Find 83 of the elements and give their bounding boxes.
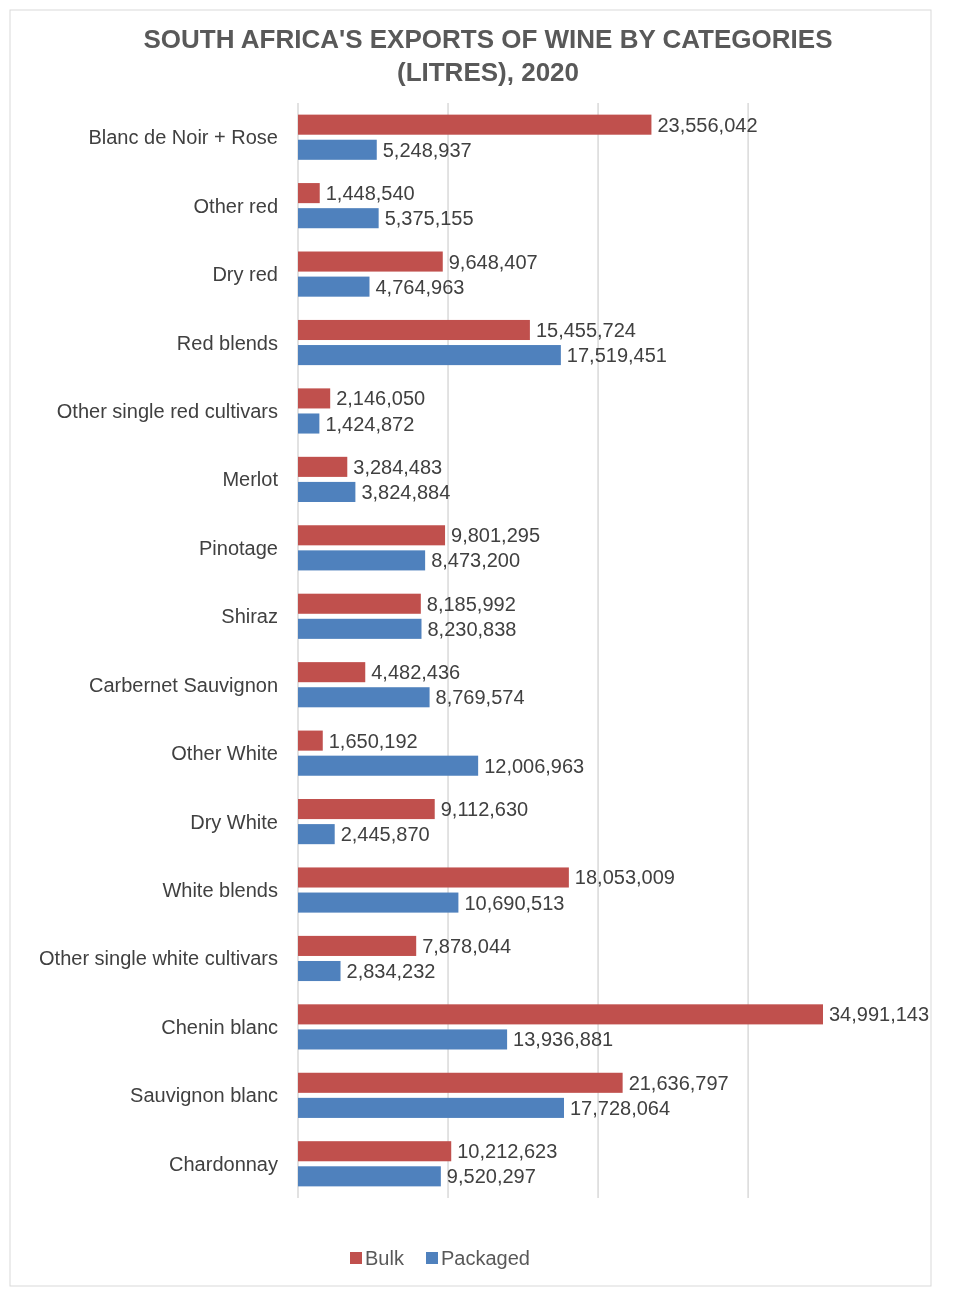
data-label: 10,212,623: [457, 1140, 558, 1163]
bar: [298, 183, 320, 204]
data-label: 2,834,232: [346, 960, 436, 983]
y-tick-label: Red blends: [176, 331, 278, 354]
bar: [298, 114, 652, 135]
bar: [298, 687, 430, 708]
data-label: 9,801,295: [451, 524, 541, 547]
y-tick-label: Sauvignon blanc: [130, 1084, 278, 1107]
data-label: 13,936,881: [513, 1028, 614, 1051]
bar: [298, 935, 417, 956]
bar: [298, 525, 446, 546]
data-label: 17,728,064: [569, 1096, 671, 1119]
data-label: 3,824,884: [361, 480, 451, 503]
data-label: 4,482,436: [371, 661, 461, 684]
data-label: 8,769,574: [435, 686, 525, 709]
data-label: 17,519,451: [566, 344, 667, 367]
data-label: 10,690,513: [464, 891, 565, 914]
bar: [298, 550, 426, 571]
data-label: 5,375,155: [384, 207, 474, 230]
data-label: 7,878,044: [422, 934, 512, 957]
y-tick-label: Dry red: [212, 263, 278, 286]
bar: [298, 867, 569, 888]
data-label: 9,648,407: [448, 250, 538, 273]
bar: [298, 456, 348, 477]
bar: [298, 208, 379, 229]
bar: [298, 892, 459, 913]
bar: [298, 755, 479, 776]
data-label: 1,448,540: [325, 182, 415, 205]
data-label: 3,284,483: [353, 455, 443, 478]
y-tick-label: Other single red cultivars: [56, 399, 278, 422]
y-tick-label: Pinotage: [199, 536, 278, 559]
y-tick-label: White blends: [162, 879, 278, 902]
bar: [298, 1141, 452, 1162]
bar: [298, 593, 421, 614]
y-tick-label: Chardonnay: [169, 1152, 278, 1175]
data-label: 23,556,042: [657, 113, 758, 136]
bar: [298, 1166, 441, 1187]
bar: [298, 345, 561, 366]
y-tick-label: Shiraz: [221, 605, 278, 628]
y-tick-label: Other single white cultivars: [39, 947, 278, 970]
bar: [298, 251, 443, 272]
y-tick-label: Merlot: [222, 468, 279, 491]
data-label: 34,991,143: [829, 1003, 930, 1026]
bar: [298, 824, 335, 845]
y-tick-label: Other White: [171, 742, 278, 765]
y-tick-label: Other red: [193, 194, 278, 217]
bar: [298, 413, 320, 434]
data-label: 8,185,992: [426, 592, 516, 615]
bar: [298, 139, 377, 160]
data-label: 21,636,797: [628, 1071, 729, 1094]
bar: [298, 662, 366, 683]
bar: [298, 1072, 623, 1093]
chart-title: SOUTH AFRICA'S EXPORTS OF WINE BY CATEGORIES (LITRES), 2020: [143, 24, 833, 87]
bar: [298, 730, 323, 751]
data-label: 8,473,200: [431, 549, 521, 572]
y-tick-label: Dry White: [190, 810, 278, 833]
data-label: 18,053,009: [574, 866, 675, 889]
data-label: 8,230,838: [427, 617, 517, 640]
y-tick-label: Carbernet Sauvignon: [88, 673, 278, 696]
bar: [298, 1029, 508, 1050]
y-tick-label: Chenin blanc: [161, 1015, 278, 1038]
bar: [298, 960, 341, 982]
legend-label: Packaged: [441, 1247, 530, 1269]
data-label: 15,455,724: [535, 318, 636, 341]
bar: [298, 481, 356, 502]
data-label: 1,424,872: [325, 412, 415, 435]
bar: [298, 388, 331, 409]
bar: [298, 276, 370, 297]
data-label: 2,146,050: [336, 387, 426, 410]
data-label: 1,650,192: [328, 729, 418, 752]
data-label: 5,248,937: [382, 138, 472, 161]
legend-label: Bulk: [365, 1247, 405, 1269]
bar: [298, 799, 435, 820]
data-label: 9,520,297: [446, 1165, 536, 1188]
data-label: 4,764,963: [375, 275, 465, 298]
bar: [298, 1004, 823, 1025]
data-label: 2,445,870: [340, 823, 430, 846]
bar: [298, 319, 530, 341]
data-label: 9,112,630: [440, 798, 529, 821]
data-label: 12,006,963: [484, 754, 585, 777]
bar: [298, 618, 422, 639]
bar: [298, 1097, 564, 1118]
y-tick-label: Blanc de Noir + Rose: [88, 126, 278, 149]
